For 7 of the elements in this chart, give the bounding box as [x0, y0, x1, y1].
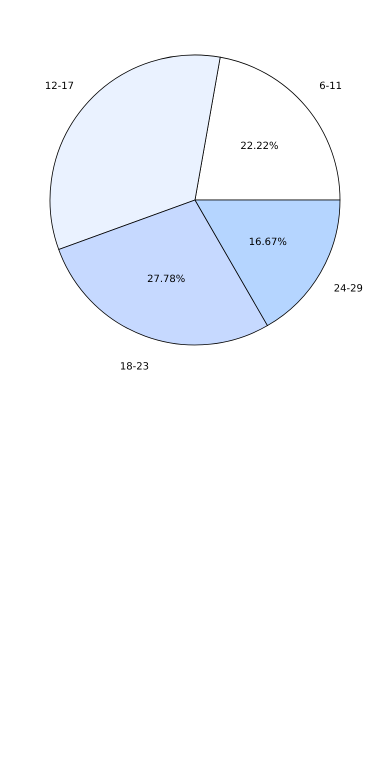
data-label: 16.67%: [248, 237, 287, 248]
slice-label: 12-17: [44, 81, 74, 92]
slice-label: 24-29: [334, 284, 363, 295]
data-label: 27.78%: [147, 274, 186, 286]
slice-label: 18-23: [120, 361, 149, 372]
data-label: 22.22%: [240, 140, 278, 152]
slice-label: 6-11: [319, 81, 342, 92]
